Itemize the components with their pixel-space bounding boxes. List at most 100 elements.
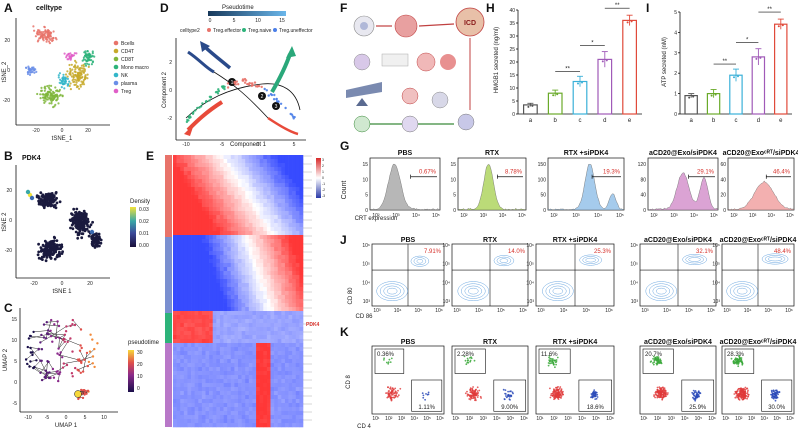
heatmap-cell: [230, 295, 235, 300]
heatmap-cell: [201, 395, 206, 400]
heatmap-cell: [284, 295, 289, 300]
heatmap-cell: [245, 275, 250, 280]
heatmap-cell: [227, 331, 232, 336]
cell-point-neg: [472, 393, 475, 396]
heatmap-cell: [227, 251, 232, 256]
trajectory-cell: [284, 106, 287, 110]
legend-swatch-treg: [113, 88, 119, 94]
heatmap-cell: [288, 191, 293, 196]
tsne-point: [46, 94, 49, 97]
heatmap-cell: [198, 171, 203, 176]
heatmap-cell: [277, 227, 282, 232]
heatmap-cell: [183, 315, 188, 320]
legend-label-nk: NK: [121, 73, 129, 79]
heatmap-cell: [198, 367, 203, 372]
heatmap-cell: [274, 199, 279, 204]
heatmap-cell: [191, 395, 195, 400]
heatmap-cell: [212, 199, 217, 204]
cell-point-cd8: [652, 355, 655, 358]
heatmap-cell: [245, 335, 250, 340]
heatmap-cell: [227, 275, 232, 280]
tsne-point: [55, 38, 58, 41]
x-tick-label: 10⁴: [499, 213, 507, 219]
heatmap-cell: [230, 375, 235, 380]
heatmap-cell: [252, 295, 257, 300]
density-point: [52, 199, 56, 203]
heatmap-cell: [277, 387, 282, 392]
heatmap-cell: [194, 391, 199, 396]
heatmap-cell: [173, 179, 177, 184]
trajectory-cell: [217, 89, 221, 93]
heatmap-cell: [277, 399, 282, 404]
cd8-gate: [374, 348, 405, 374]
heatmap-cell: [198, 419, 203, 424]
heatmap-cell: [274, 295, 279, 300]
cell-point-cd4: [505, 396, 508, 399]
heatmap-cell: [219, 175, 224, 180]
heatmap-cell: [238, 219, 242, 224]
heatmap-cell: [248, 307, 253, 312]
heatmap-cell: [256, 219, 260, 224]
heatmap-cell: [259, 159, 264, 164]
heatmap-cell: [292, 171, 297, 176]
tsne-point: [91, 60, 95, 63]
heatmap-cell: [223, 375, 228, 380]
heatmap-cell: [173, 327, 177, 332]
heatmap-cell: [263, 411, 268, 416]
heatmap-cell: [281, 331, 286, 336]
cell-point-neg: [473, 392, 476, 395]
contour-ring: [552, 287, 564, 295]
heatmap-cell: [198, 199, 203, 204]
y-tick-label: 15: [509, 73, 515, 79]
heatmap-cell: [216, 259, 221, 264]
trajectory-cell: [185, 120, 189, 124]
trajectory-cell: [253, 81, 257, 84]
cell-point-neg: [735, 395, 738, 397]
heatmap-cell: [277, 191, 282, 196]
trajectory-cell: [226, 82, 230, 85]
heatmap-cell: [209, 235, 214, 240]
heatmap-cell: [223, 379, 228, 384]
x-tick-label: 10⁵: [685, 308, 693, 314]
trajectory-cell: [265, 89, 268, 92]
heatmap-cell: [191, 399, 195, 404]
heatmap-cell: [230, 239, 235, 244]
heatmap-cell: [183, 355, 188, 360]
heatmap-cell: [194, 243, 199, 248]
heatmap-cell: [277, 335, 282, 340]
heatmap-cell: [299, 383, 304, 388]
cell-point-neg: [662, 389, 664, 392]
y-tick-label: 50: [540, 193, 546, 199]
heatmap-cell: [252, 387, 257, 392]
density-point: [40, 255, 44, 259]
heatmap-cell: [194, 319, 199, 324]
heatmap-cell: [227, 207, 232, 212]
heatmap-cell: [234, 167, 239, 172]
cell-point-cd4: [691, 391, 694, 394]
heatmap-cell: [230, 199, 235, 204]
sipdk4-box-icon: [381, 53, 409, 67]
root-node: [74, 390, 82, 398]
heatmap-cell: [241, 307, 246, 312]
heatmap-cell: [176, 423, 181, 428]
heatmap-cell: [266, 303, 271, 308]
heatmap-cell: [212, 279, 217, 284]
heatmap-cell: [270, 223, 275, 228]
heatmap-cell: [198, 343, 203, 348]
heatmap-cell: [295, 171, 300, 176]
heatmap-cell: [284, 423, 289, 428]
heatmap-cell: [292, 403, 297, 408]
heatmap-cell: [201, 383, 206, 388]
heatmap-cell: [173, 227, 177, 232]
heatmap-cell: [209, 347, 214, 352]
cell-point-cd8: [653, 361, 655, 364]
heatmap-cell: [252, 263, 257, 268]
heatmap-cell: [180, 363, 185, 368]
heatmap-cell: [183, 295, 188, 300]
heatmap-cell: [238, 227, 242, 232]
heatmap-cell: [281, 295, 286, 300]
y-tick-label: 5: [512, 99, 515, 105]
tsne-point: [78, 68, 81, 71]
heatmap-cell: [216, 155, 221, 160]
heatmap-cell: [238, 235, 242, 240]
